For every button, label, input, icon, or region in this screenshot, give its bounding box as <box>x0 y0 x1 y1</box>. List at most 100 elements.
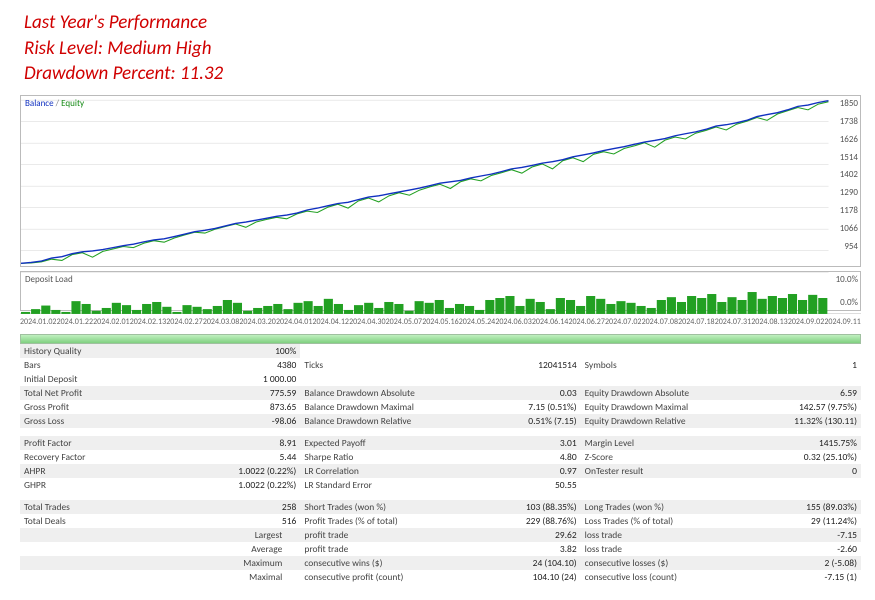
stat-label: consecutive loss (count) <box>585 571 819 583</box>
chart-x-axis: 2024.01.022024.01.222024.02.012024.02.13… <box>20 313 861 330</box>
stat-value: 258 <box>276 501 296 513</box>
stat-label: Sharpe Ratio <box>304 451 553 463</box>
stat-value: 516 <box>276 515 296 527</box>
stat-label: Average <box>24 543 290 555</box>
stats-col-1: History Quality100%Bars4380Initial Depos… <box>20 344 300 584</box>
stat-value: 7.15 (0.51%) <box>522 401 576 413</box>
stat-label: Bars <box>24 359 271 371</box>
stat-value: 100% <box>269 345 296 357</box>
chart-x-tick: 2024.01.02 <box>20 317 56 327</box>
stat-label: loss trade <box>585 529 832 541</box>
stat-value: 4380 <box>271 359 296 371</box>
stat-row: Balance Drawdown Absolute0.03 <box>300 386 580 400</box>
chart-y-ticks: 18501738162615141402129011781066954 <box>830 96 858 266</box>
chart-canvas <box>21 96 860 276</box>
stat-label: GHPR <box>24 479 232 491</box>
stat-label: Ticks <box>304 359 532 371</box>
chart-x-tick: 2024.07.31 <box>715 317 751 327</box>
stat-label: consecutive losses ($) <box>585 557 819 569</box>
chart-x-tick: 2024.04.30 <box>349 317 385 327</box>
stat-row: Balance Drawdown Maximal7.15 (0.51%) <box>300 400 580 414</box>
deposit-canvas <box>21 272 860 314</box>
stat-label: Largest <box>24 529 290 541</box>
stat-row: Equity Drawdown Absolute6.59 <box>581 386 861 400</box>
stat-value: 0.03 <box>554 387 577 399</box>
stat-row: Total Net Profit775.59 <box>20 386 300 400</box>
stat-row: Expected Payoff3.01 <box>300 436 580 450</box>
stat-label: profit trade <box>304 543 553 555</box>
stat-label: Total Deals <box>24 515 276 527</box>
stat-value: 29 (11.24%) <box>805 515 857 527</box>
headline-block: Last Year's Performance Risk Level: Medi… <box>0 0 875 89</box>
stat-value: 0.97 <box>554 465 577 477</box>
stat-row: Balance Drawdown Relative0.51% (7.15) <box>300 414 580 428</box>
stat-value: 0 <box>846 465 857 477</box>
stat-value: 4.80 <box>554 451 577 463</box>
stat-row: Gross Profit873.65 <box>20 400 300 414</box>
stat-value: 142.57 (9.75%) <box>793 401 857 413</box>
stat-label: Balance Drawdown Absolute <box>304 387 553 399</box>
stat-row: LR Standard Error50.55 <box>300 478 580 492</box>
stat-label: profit trade <box>304 529 549 541</box>
stats-table: History Quality100%Bars4380Initial Depos… <box>20 344 861 584</box>
chart-x-tick: 2024.01.22 <box>57 317 93 327</box>
stat-row: Long Trades (won %)155 (89.03%) <box>581 500 861 514</box>
stat-row <box>300 372 580 386</box>
stat-row: Initial Deposit1 000.00 <box>20 372 300 386</box>
stat-row: Short Trades (won %)103 (88.35%) <box>300 500 580 514</box>
legend-equity: Equity <box>61 98 84 109</box>
stat-value: 0.51% (7.15) <box>522 415 576 427</box>
chart-x-tick: 2024.04.01 <box>276 317 312 327</box>
stat-row <box>581 344 861 358</box>
stat-label: LR Correlation <box>304 465 553 477</box>
stat-row: Z-Score0.32 (25.10%) <box>581 450 861 464</box>
stat-value: 5.44 <box>273 451 296 463</box>
chart-y-tick: 1066 <box>830 223 858 234</box>
stat-label: History Quality <box>24 345 269 357</box>
stat-row <box>581 372 861 386</box>
stat-row: profit trade29.62 <box>300 528 580 542</box>
stat-row: LR Correlation0.97 <box>300 464 580 478</box>
stat-value: 8.91 <box>273 437 296 449</box>
stat-value: -98.06 <box>266 415 297 427</box>
headline-line-3: Drawdown Percent: 11.32 <box>24 61 875 87</box>
stat-row: Largest <box>20 528 300 542</box>
stat-label: LR Standard Error <box>304 479 549 491</box>
chart-x-tick: 2024.05.07 <box>386 317 422 327</box>
stat-label: Recovery Factor <box>24 451 273 463</box>
chart-x-tick: 2024.05.24 <box>459 317 495 327</box>
chart-x-tick: 2024.06.14 <box>532 317 568 327</box>
chart-y-tick: 1178 <box>830 205 858 216</box>
chart-x-tick: 2024.03.08 <box>203 317 239 327</box>
stat-row: History Quality100% <box>20 344 300 358</box>
stat-label: Z-Score <box>585 451 798 463</box>
stat-row: consecutive wins ($)24 (104.10) <box>300 556 580 570</box>
chart-y-tick: 1290 <box>830 187 858 198</box>
stat-label: Gross Loss <box>24 415 266 427</box>
deposit-ticks: 10.0% 0.0% <box>830 272 858 310</box>
stat-value: 155 (89.03%) <box>800 501 857 513</box>
stat-value: 3.01 <box>554 437 577 449</box>
stat-row: Loss Trades (% of total)29 (11.24%) <box>581 514 861 528</box>
stat-value: 103 (88.35%) <box>520 501 577 513</box>
stat-row: Ticks12041514 <box>300 358 580 372</box>
chart-x-tick: 2024.05.16 <box>422 317 458 327</box>
chart-y-tick: 1514 <box>830 152 858 163</box>
stat-row: Equity Drawdown Maximal142.57 (9.75%) <box>581 400 861 414</box>
stat-value: 1 000.00 <box>257 373 296 385</box>
chart-x-tick: 2024.02.13 <box>130 317 166 327</box>
stat-label: Maximum <box>24 557 290 569</box>
stat-row: Margin Level1415.75% <box>581 436 861 450</box>
stat-label: Long Trades (won %) <box>585 501 801 513</box>
progress-bar <box>20 334 861 344</box>
equity-chart: Balance / Equity 18501738162615141402129… <box>20 95 861 267</box>
stat-value: 1.0022 (0.22%) <box>232 479 296 491</box>
chart-x-tick: 2024.08.13 <box>751 317 787 327</box>
chart-x-tick: 2024.09.11 <box>824 317 860 327</box>
stat-row: AHPR1.0022 (0.22%) <box>20 464 300 478</box>
chart-x-tick: 2024.07.08 <box>642 317 678 327</box>
chart-x-tick: 2024.06.27 <box>568 317 604 327</box>
stat-row: Bars4380 <box>20 358 300 372</box>
stat-value: 3.82 <box>554 543 577 555</box>
chart-x-tick: 2024.07.02 <box>605 317 641 327</box>
